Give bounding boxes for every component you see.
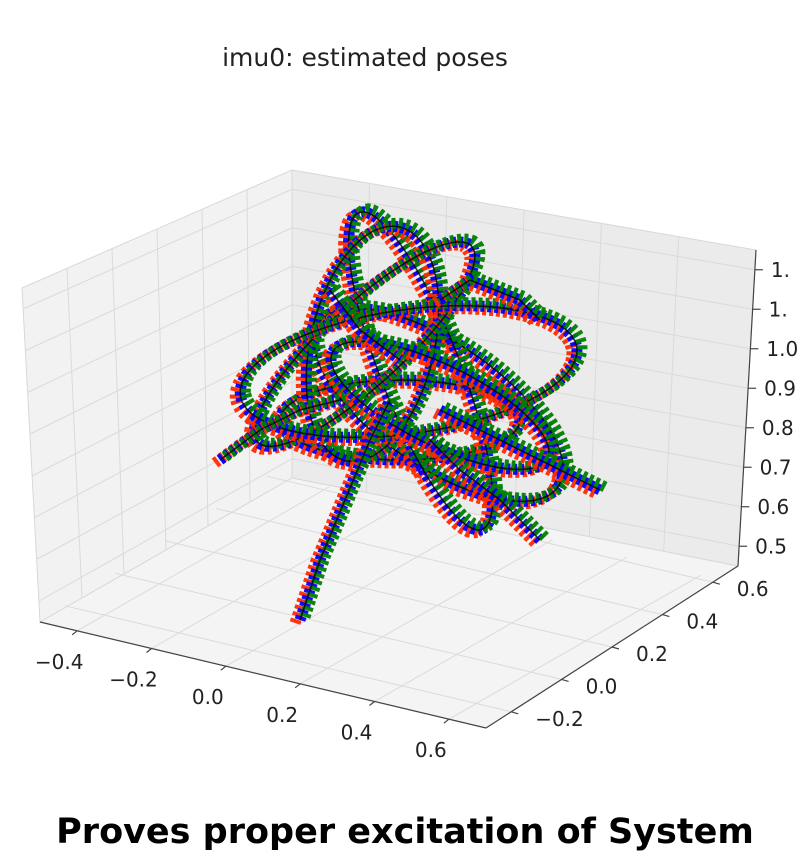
y-grid-line (65, 605, 512, 713)
back-vertical-grid (663, 236, 680, 552)
left-vertical-grid (246, 189, 251, 503)
z-tick-label: 0.9 (764, 376, 796, 400)
y-grid-line (216, 508, 663, 616)
pose-centerline (429, 439, 541, 541)
z-tick-label: 1. (769, 297, 788, 321)
left-vertical-grid (111, 248, 125, 575)
tick-labels: −0.4−0.20.00.20.40.6−0.20.00.20.40.60.50… (35, 258, 798, 762)
z-tick-label: 0.8 (762, 416, 794, 440)
pose-trajectory (431, 433, 549, 541)
x-tick-label: 0.2 (266, 703, 298, 727)
x-tick-mark (220, 665, 227, 671)
y-tick-label: 0.2 (636, 642, 668, 666)
pose-trajectory (330, 332, 560, 472)
x-grid-line (374, 557, 627, 702)
left-vertical-grid (66, 268, 83, 599)
y-grid-line (165, 540, 613, 648)
z-axis-line (737, 249, 757, 567)
y-grid-line (115, 572, 562, 680)
pose-trajectory (442, 402, 608, 492)
y-tick-label: 0.0 (586, 674, 618, 698)
pose-trajectory (253, 233, 486, 449)
y-tick-label: 0.4 (686, 610, 718, 634)
y-tick-mark (611, 646, 620, 650)
pose-trajectory (432, 408, 598, 498)
pose-centerline (239, 304, 578, 439)
pose-trajectory (299, 394, 400, 619)
y-tick-label: −0.2 (535, 707, 584, 731)
z-tick-label: 0.6 (757, 495, 789, 519)
pose-centerline (439, 279, 541, 321)
left-vertical-grid (156, 228, 167, 551)
x-grid-line (448, 574, 702, 720)
x-tick-label: 0.4 (341, 721, 373, 745)
pose-centerline (439, 409, 601, 491)
pose-centerline (299, 399, 391, 621)
x-axis-line (39, 621, 487, 729)
y-axis-line (485, 565, 739, 729)
x-tick-mark (443, 718, 450, 724)
z-tick-label: 0.5 (755, 534, 787, 558)
x-grid-line (225, 521, 479, 667)
x-tick-mark (146, 648, 152, 653)
caption: Proves proper excitation of System (56, 812, 754, 852)
left-vertical-grid (201, 209, 209, 527)
x-tick-label: 0.6 (415, 738, 447, 762)
pose-centerline (329, 289, 401, 361)
x-tick-label: −0.4 (35, 650, 84, 674)
pose-trajectory (330, 283, 409, 362)
z-tick-label: 1.0 (766, 337, 798, 361)
pose-centerline (219, 399, 341, 461)
y-tick-mark (712, 581, 720, 585)
x-grid-line (299, 539, 553, 685)
x-tick-mark (71, 630, 78, 636)
z-tick-label: 1. (771, 258, 790, 282)
axes (39, 249, 763, 729)
pose-centerline (305, 225, 440, 463)
x-tick-label: −0.2 (109, 668, 158, 692)
trajectories (211, 203, 608, 625)
x-tick-mark (294, 683, 301, 689)
y-tick-label: 0.6 (737, 577, 769, 601)
y-tick-mark (561, 678, 569, 682)
grid-lines (22, 183, 755, 720)
x-grid-line (151, 504, 404, 649)
pose-trajectory (320, 289, 399, 368)
chart-title: imu0: estimated poses (222, 43, 508, 72)
x-tick-mark (369, 701, 375, 706)
z-tick-label: 0.7 (760, 455, 792, 479)
x-tick-label: 0.0 (192, 685, 224, 709)
pose-trajectory (421, 439, 539, 547)
y-tick-mark (662, 614, 670, 618)
pose-trajectory (239, 297, 588, 440)
pose-centerline (253, 241, 476, 448)
x-grid-line (76, 486, 330, 632)
pose-trajectory (305, 217, 450, 465)
y-tick-mark (511, 711, 519, 715)
